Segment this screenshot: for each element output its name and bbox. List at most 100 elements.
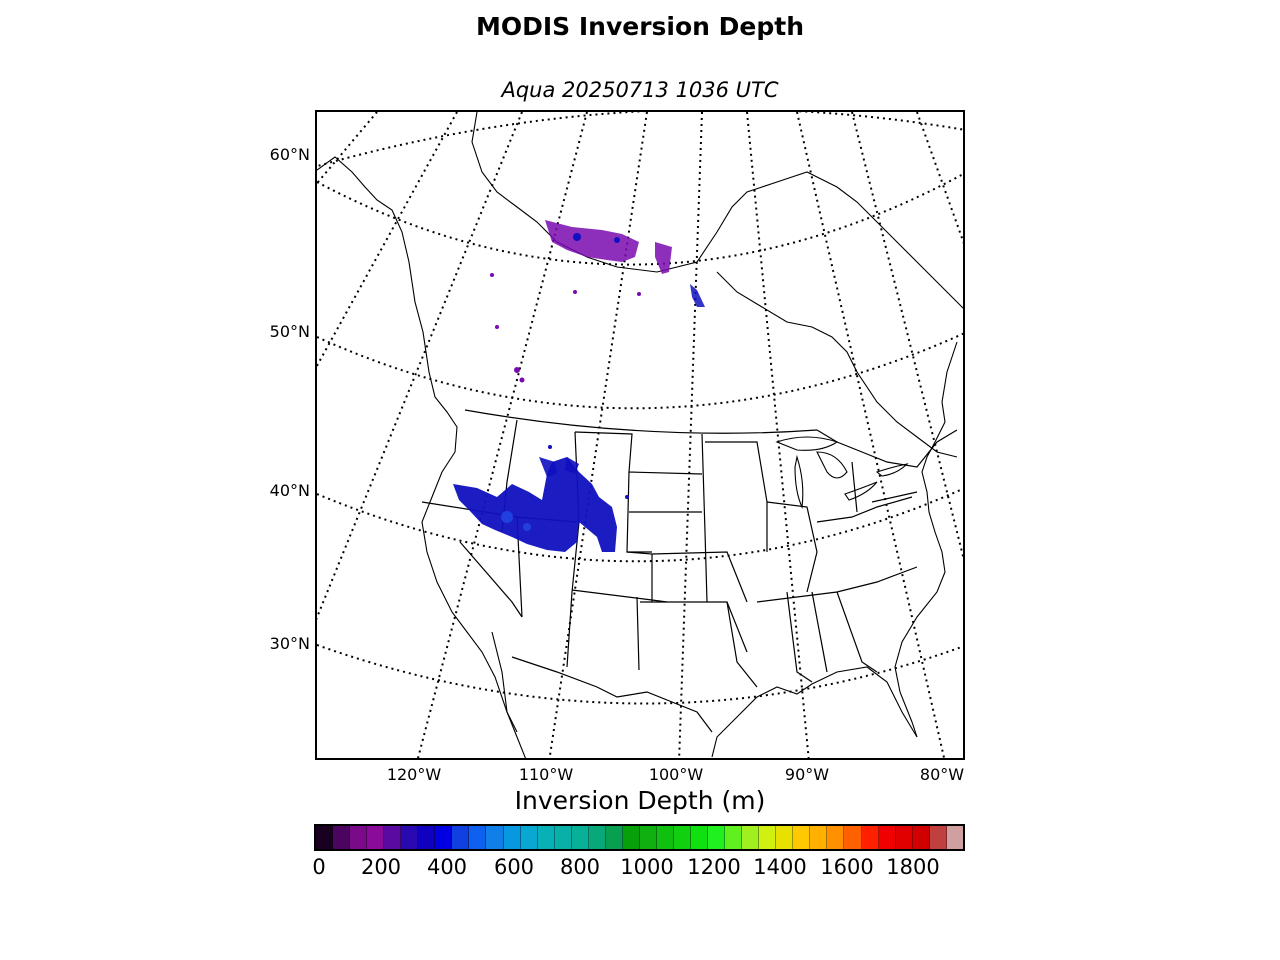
atlantic-coast bbox=[894, 341, 958, 738]
colorbar-swatch-13 bbox=[537, 826, 555, 849]
colorbar-swatch-23 bbox=[708, 826, 726, 849]
baja-coast bbox=[491, 631, 518, 733]
colorbar-tick-1600: 1600 bbox=[820, 855, 874, 879]
meridian-100w bbox=[678, 112, 703, 758]
map-canvas bbox=[317, 112, 963, 758]
inversion-data-south bbox=[453, 445, 629, 552]
colorbar-swatch-30 bbox=[827, 826, 845, 849]
oh-border bbox=[851, 461, 858, 513]
great-lakes bbox=[775, 436, 909, 509]
colorbar-swatch-32 bbox=[861, 826, 879, 849]
colorbar-swatch-34 bbox=[895, 826, 913, 849]
lat-label-60: 60°N bbox=[269, 145, 310, 164]
meridian-80w bbox=[796, 112, 946, 758]
colorbar-swatch-17 bbox=[605, 826, 623, 849]
colorbar-swatch-24 bbox=[725, 826, 743, 849]
colorbar-swatch-0 bbox=[316, 826, 334, 849]
us-canada-border-49n bbox=[464, 409, 818, 434]
ga-border bbox=[836, 591, 878, 673]
colorbar-swatch-3 bbox=[367, 826, 385, 849]
pacific-coast bbox=[317, 156, 526, 758]
colorbar-tick-400: 400 bbox=[426, 855, 468, 879]
parallel-30n bbox=[317, 644, 963, 705]
colorbar-tick-800: 800 bbox=[559, 855, 601, 879]
chart-title: MODIS Inversion Depth bbox=[475, 12, 805, 41]
great-lakes-border bbox=[816, 429, 958, 468]
colorbar-tick-0: 0 bbox=[312, 855, 326, 879]
colorbar-tick-1400: 1400 bbox=[753, 855, 807, 879]
az-west bbox=[566, 591, 573, 668]
lon-label-100w: 100°W bbox=[648, 765, 704, 784]
lake-ontario bbox=[875, 463, 909, 477]
inversion-data-north bbox=[490, 220, 705, 383]
ks-border bbox=[651, 551, 748, 603]
colorbar-swatch-11 bbox=[503, 826, 521, 849]
canada-shield-coast bbox=[716, 271, 958, 458]
lake-michigan bbox=[794, 454, 804, 509]
va-border bbox=[871, 491, 918, 503]
parallel-50n bbox=[317, 332, 963, 410]
lon-label-120w: 120°W bbox=[386, 765, 442, 784]
parallel-40n bbox=[317, 487, 963, 563]
chart-subtitle: Aqua 20250713 1036 UTC bbox=[501, 78, 779, 102]
colorbar bbox=[314, 824, 965, 851]
meridian-90w bbox=[746, 112, 810, 758]
colorbar-swatch-20 bbox=[656, 826, 674, 849]
colorbar-swatch-25 bbox=[742, 826, 760, 849]
colorbar-swatch-9 bbox=[469, 826, 487, 849]
meridian-60w bbox=[916, 112, 963, 244]
ia-mo-border bbox=[766, 501, 818, 593]
colorbar-tick-600: 600 bbox=[493, 855, 535, 879]
al-border bbox=[811, 591, 828, 673]
ky-border bbox=[816, 496, 913, 523]
colorbar-swatch-10 bbox=[486, 826, 504, 849]
parallel-lines bbox=[317, 112, 963, 705]
colorbar-swatch-22 bbox=[691, 826, 709, 849]
colorbar-swatch-33 bbox=[878, 826, 896, 849]
lake-superior bbox=[775, 436, 839, 451]
meridian-130w bbox=[317, 112, 458, 368]
colorbar-swatch-19 bbox=[639, 826, 657, 849]
hudson-bay-region bbox=[471, 112, 963, 309]
colorbar-swatch-31 bbox=[844, 826, 862, 849]
ca-nv-border bbox=[459, 541, 523, 618]
meridian-125w bbox=[317, 112, 523, 621]
colorbar-tick-1200: 1200 bbox=[687, 855, 741, 879]
borders bbox=[421, 409, 958, 733]
colorbar-swatch-16 bbox=[588, 826, 606, 849]
lat-label-40: 40°N bbox=[269, 481, 310, 500]
colorbar-swatch-18 bbox=[622, 826, 640, 849]
lake-huron bbox=[816, 451, 848, 479]
parallel-60n-upper bbox=[317, 112, 963, 168]
co-border bbox=[626, 551, 653, 602]
dakota-line bbox=[701, 433, 708, 603]
colorbar-swatch-1 bbox=[333, 826, 351, 849]
colorbar-swatch-36 bbox=[929, 826, 947, 849]
colorbar-label: Inversion Depth (m) bbox=[514, 786, 766, 815]
mt-wy bbox=[574, 431, 703, 475]
colorbar-swatch-6 bbox=[418, 826, 436, 849]
meridian-120w bbox=[417, 112, 588, 758]
colorbar-swatch-8 bbox=[452, 826, 470, 849]
colorbar-swatch-15 bbox=[571, 826, 589, 849]
colorbar-swatch-37 bbox=[946, 826, 963, 849]
colorbar-swatch-28 bbox=[793, 826, 811, 849]
colorbar-swatch-27 bbox=[776, 826, 794, 849]
lon-label-80w: 80°W bbox=[919, 765, 965, 784]
colorbar-swatch-2 bbox=[350, 826, 368, 849]
ms-border bbox=[786, 591, 813, 683]
meridian-lines bbox=[317, 112, 963, 758]
colorbar-swatch-5 bbox=[401, 826, 419, 849]
colorbar-swatch-4 bbox=[384, 826, 402, 849]
meridian-110w bbox=[548, 112, 648, 758]
map-panel bbox=[315, 110, 965, 760]
colorbar-swatch-26 bbox=[759, 826, 777, 849]
colorbar-swatch-7 bbox=[435, 826, 453, 849]
colorbar-swatch-14 bbox=[554, 826, 572, 849]
parallel-60n bbox=[317, 172, 963, 266]
colorbar-swatch-21 bbox=[673, 826, 692, 849]
lake-erie bbox=[844, 481, 878, 501]
lon-label-110w: 110°W bbox=[518, 765, 574, 784]
colorbar-tick-1800: 1800 bbox=[886, 855, 940, 879]
colorbar-tick-200: 200 bbox=[360, 855, 402, 879]
